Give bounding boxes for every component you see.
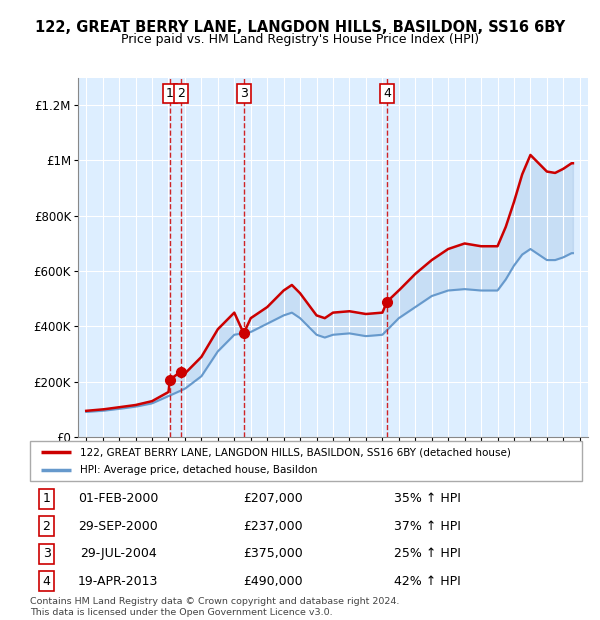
Text: Contains HM Land Registry data © Crown copyright and database right 2024.
This d: Contains HM Land Registry data © Crown c…: [30, 598, 400, 617]
Text: £375,000: £375,000: [243, 547, 303, 560]
Text: 42% ↑ HPI: 42% ↑ HPI: [394, 575, 461, 588]
Text: 29-SEP-2000: 29-SEP-2000: [79, 520, 158, 533]
Text: HPI: Average price, detached house, Basildon: HPI: Average price, detached house, Basi…: [80, 466, 317, 476]
Text: 25% ↑ HPI: 25% ↑ HPI: [394, 547, 461, 560]
Text: 2: 2: [43, 520, 50, 533]
Text: 122, GREAT BERRY LANE, LANGDON HILLS, BASILDON, SS16 6BY (detached house): 122, GREAT BERRY LANE, LANGDON HILLS, BA…: [80, 448, 511, 458]
Text: £207,000: £207,000: [243, 492, 303, 505]
Text: £490,000: £490,000: [243, 575, 302, 588]
Text: 122, GREAT BERRY LANE, LANGDON HILLS, BASILDON, SS16 6BY: 122, GREAT BERRY LANE, LANGDON HILLS, BA…: [35, 20, 565, 35]
Text: 35% ↑ HPI: 35% ↑ HPI: [394, 492, 461, 505]
Text: 01-FEB-2000: 01-FEB-2000: [78, 492, 158, 505]
Text: 4: 4: [43, 575, 50, 588]
Text: 2: 2: [177, 87, 185, 100]
Text: 1: 1: [43, 492, 50, 505]
Text: Price paid vs. HM Land Registry's House Price Index (HPI): Price paid vs. HM Land Registry's House …: [121, 33, 479, 46]
Text: 29-JUL-2004: 29-JUL-2004: [80, 547, 157, 560]
Text: 1: 1: [166, 87, 174, 100]
Text: 3: 3: [240, 87, 248, 100]
Text: 37% ↑ HPI: 37% ↑ HPI: [394, 520, 461, 533]
Text: £237,000: £237,000: [243, 520, 302, 533]
Text: 19-APR-2013: 19-APR-2013: [78, 575, 158, 588]
Text: 3: 3: [43, 547, 50, 560]
Text: 4: 4: [383, 87, 391, 100]
